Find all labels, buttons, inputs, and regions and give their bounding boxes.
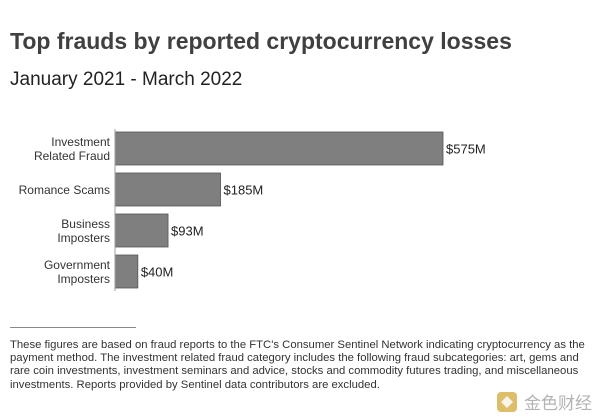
category-label-2: Business Imposters [57, 217, 110, 245]
footnote-divider [10, 327, 136, 328]
category-label-0: Investment Related Fraud [34, 135, 111, 163]
data-label-2: $93M [171, 224, 204, 239]
bar-1 [114, 172, 221, 207]
category-label-3: Government Imposters [44, 258, 111, 286]
bar-2 [114, 213, 169, 248]
chart-title: Top frauds by reported cryptocurrency lo… [10, 28, 512, 54]
data-label-3: $40M [141, 265, 174, 280]
jinse-logo-icon [497, 391, 517, 412]
footnote-text: These figures are based on fraud reports… [10, 339, 585, 391]
watermark-text: 金色财经 [524, 394, 592, 414]
chart-subtitle: January 2021 - March 2022 [10, 69, 243, 90]
data-label-0: $575M [446, 142, 486, 157]
bar-0 [114, 131, 444, 166]
category-label-1: Romance Scams [19, 183, 110, 197]
bar-chart: $575M Investment Related Fraud $185M Romance… [19, 129, 486, 291]
data-label-1: $185M [224, 183, 264, 198]
watermark: 金色财经 [495, 389, 592, 414]
bar-3 [114, 254, 139, 289]
